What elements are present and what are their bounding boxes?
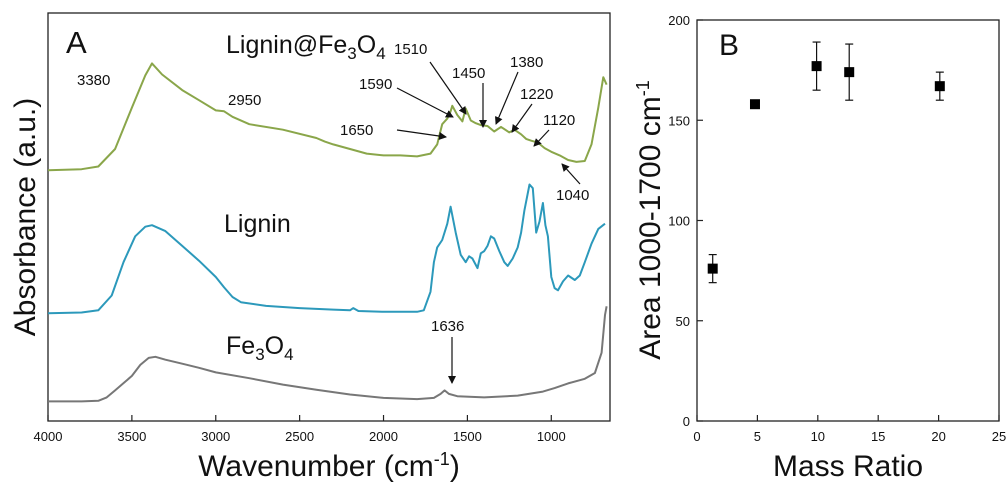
b-x-tick-label-15: 15 [871, 429, 885, 444]
peak-label-1380: 1380 [510, 54, 543, 71]
x-tick-label-2500: 2500 [285, 429, 314, 444]
panel-b-letter: B [719, 29, 739, 62]
x-tick-label-4000: 4000 [34, 429, 63, 444]
square-marker [707, 263, 718, 274]
b-y-tick-label-100: 100 [668, 214, 690, 229]
peak-label-2950: 2950 [228, 92, 261, 109]
x-tick-label-1000: 1000 [537, 429, 566, 444]
square-marker [844, 67, 855, 78]
panel-b-y-axis-label: Area 1000-1700 cm-1 [633, 80, 667, 360]
peak-label-1510: 1510 [394, 41, 427, 58]
b-x-tick-label-5: 5 [754, 429, 761, 444]
panel-a: 4000 3500 3000 2500 2000 1500 1000 A Lignin@Fe… [9, 12, 611, 483]
b-x-tick-label-10: 10 [811, 429, 825, 444]
peak-label-1636: 1636 [431, 318, 464, 335]
square-marker [934, 81, 945, 92]
panel-a-frame [47, 12, 611, 422]
series-label-lignin: Lignin [224, 210, 291, 238]
data-point-1 [707, 253, 718, 284]
series-line-lignin [47, 183, 606, 315]
b-x-tick-label-20: 20 [931, 429, 945, 444]
arrow-1120 [533, 129, 550, 147]
panel-a-series [47, 62, 608, 403]
arrow-1380 [495, 71, 519, 125]
arrow-1650 [396, 129, 447, 140]
b-y-tick-label-50: 50 [676, 314, 690, 329]
arrow-1040 [561, 163, 581, 185]
x-tick-label-1500: 1500 [453, 429, 482, 444]
arrow-1590 [396, 87, 454, 118]
panel-a-x-ticks: 4000 3500 3000 2500 2000 1500 1000 [34, 415, 566, 444]
series-label-lignin-fe3o4: Lignin@Fe3O4 [226, 31, 386, 63]
b-y-tick-label-150: 150 [668, 113, 690, 128]
square-marker [811, 61, 822, 72]
data-point-2 [749, 99, 760, 110]
panel-a-x-axis-label: Wavenumber (cm-1) [198, 449, 460, 483]
panel-b: 0 5 10 15 20 25 0 50 100 150 200 B Mass Ratio Area… [633, 13, 1006, 483]
peak-label-1120: 1120 [543, 112, 575, 129]
b-y-tick-label-200: 200 [668, 13, 690, 28]
peak-labels: 3380 2950 1650 1590 1510 1450 1380 1220 … [77, 41, 589, 335]
panel-a-letter: A [66, 25, 87, 60]
panel-b-x-axis-label: Mass Ratio [773, 450, 923, 483]
b-x-tick-label-25: 25 [992, 429, 1006, 444]
series-line-fe3o4 [48, 306, 608, 403]
series-label-fe3o4: Fe3O4 [226, 332, 294, 364]
arrow-1220 [511, 103, 533, 133]
peak-label-1590: 1590 [359, 76, 392, 93]
b-x-tick-label-0: 0 [693, 429, 700, 444]
panel-b-points [707, 41, 945, 284]
x-tick-label-3500: 3500 [117, 429, 146, 444]
x-tick-label-2000: 2000 [369, 429, 398, 444]
peak-label-1450: 1450 [452, 65, 485, 82]
panel-b-frame [696, 19, 1000, 422]
data-point-5 [934, 71, 945, 101]
peak-label-3380: 3380 [77, 72, 110, 89]
arrow-1510 [429, 61, 467, 115]
x-tick-label-3000: 3000 [201, 429, 230, 444]
data-point-3 [811, 41, 822, 91]
panel-a-y-axis-label: Absorbance (a.u.) [9, 98, 42, 336]
data-point-4 [844, 43, 855, 101]
peak-label-1650: 1650 [340, 122, 373, 139]
peak-label-1220: 1220 [520, 86, 553, 103]
square-marker [749, 99, 760, 110]
peak-arrows [396, 61, 581, 384]
panel-b-ticks: 0 5 10 15 20 25 0 50 100 150 200 [668, 13, 1006, 444]
b-y-tick-label-0: 0 [683, 414, 690, 429]
peak-label-1040: 1040 [556, 187, 589, 204]
